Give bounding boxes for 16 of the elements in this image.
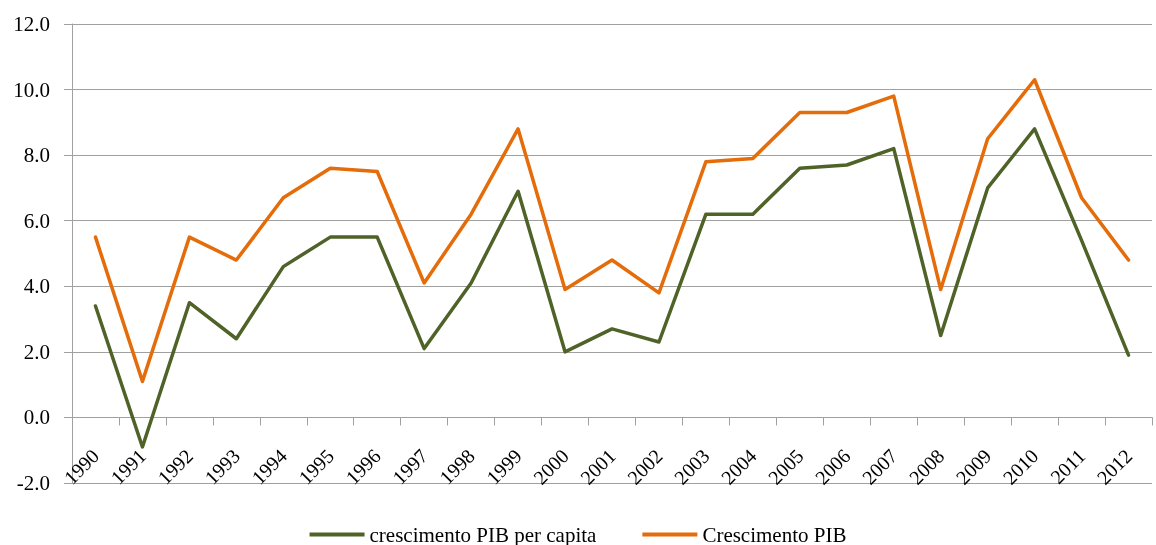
- y-tick-label: 8.0: [23, 143, 50, 168]
- line-series: [93, 127, 1131, 449]
- y-tick-label: 6.0: [23, 208, 50, 233]
- y-tick-label: 12.0: [13, 12, 50, 36]
- x-tick-label: 2001: [575, 444, 620, 489]
- y-tick-label: 2.0: [23, 339, 50, 364]
- y-tick-label: 0.0: [23, 405, 50, 430]
- x-tick-label: 1998: [435, 444, 479, 489]
- x-tick-label: 1999: [482, 444, 526, 489]
- y-tick-label: 10.0: [13, 77, 50, 102]
- y-tick-label: 4.0: [23, 274, 50, 299]
- y-tick-label: -2.0: [16, 471, 50, 495]
- x-tick-label: 2011: [1046, 444, 1090, 488]
- line-series: [93, 77, 1131, 384]
- legend-label: Crescimento PIB: [702, 522, 847, 545]
- x-tick-label: 1991: [106, 444, 151, 489]
